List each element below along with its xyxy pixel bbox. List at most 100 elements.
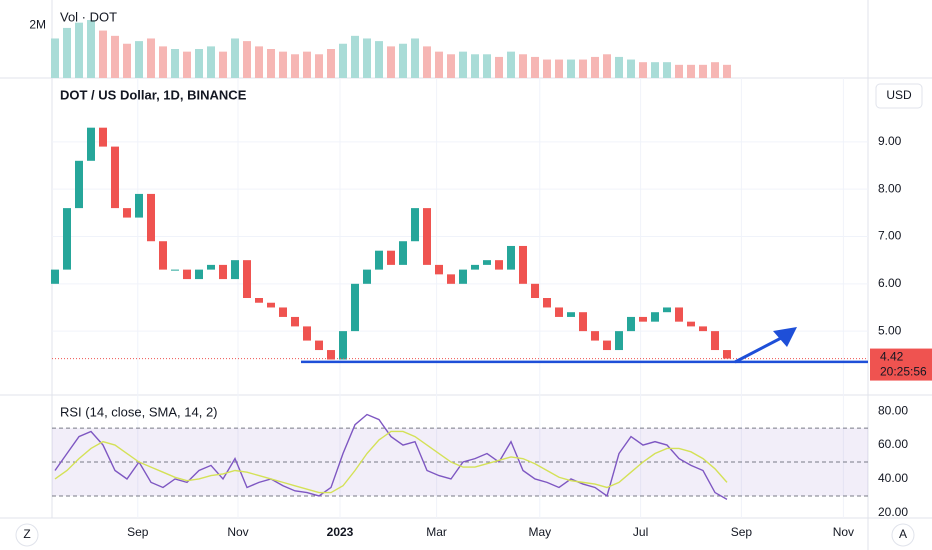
- y-tick-label: 2M: [29, 17, 46, 31]
- y-tick-label: 7.00: [878, 229, 902, 243]
- candle: [255, 298, 263, 303]
- volume-bar: [423, 46, 431, 78]
- volume-bar: [207, 46, 215, 78]
- candle: [615, 331, 623, 351]
- candle: [99, 127, 107, 147]
- candle: [279, 307, 287, 317]
- rsi-title: RSI (14, close, SMA, 14, 2): [60, 404, 218, 419]
- countdown: 20:25:56: [880, 365, 927, 379]
- volume-bar: [123, 43, 131, 78]
- rsi-line: [54, 413, 728, 500]
- candle: [495, 260, 503, 270]
- candle: [687, 321, 695, 327]
- candle: [531, 283, 539, 299]
- candle: [471, 264, 479, 270]
- volume-bar: [555, 59, 563, 78]
- volume-bar: [723, 64, 731, 78]
- toolbar-left[interactable]: Z: [23, 527, 30, 541]
- volume-bar: [675, 64, 683, 78]
- candle: [555, 307, 563, 317]
- volume-bar: [459, 51, 467, 78]
- candle: [111, 146, 119, 209]
- price-title: DOT / US Dollar, 1D, BINANCE: [60, 87, 247, 102]
- candle: [171, 269, 179, 271]
- candle: [195, 269, 203, 280]
- candle: [147, 193, 155, 242]
- candle: [447, 274, 455, 284]
- candle: [303, 326, 311, 341]
- timezone-button[interactable]: [15, 523, 39, 547]
- volume-bar: [447, 54, 455, 78]
- volume-bar: [351, 35, 359, 78]
- volume-bar: [279, 51, 287, 78]
- candle: [591, 331, 599, 341]
- candle: [603, 340, 611, 351]
- volume-bar: [579, 59, 587, 78]
- y-tick-label: 60.00: [878, 437, 908, 451]
- candle: [315, 340, 323, 351]
- candle: [63, 208, 71, 270]
- volume-bar: [687, 64, 695, 78]
- y-tick-label: 8.00: [878, 181, 902, 195]
- volume-bar: [471, 54, 479, 78]
- candle: [567, 312, 575, 317]
- volume-bar: [651, 62, 659, 78]
- candle: [351, 283, 359, 332]
- volume-bar: [327, 49, 335, 78]
- candle: [723, 350, 731, 359]
- volume-bar: [147, 38, 155, 78]
- volume-bar: [519, 54, 527, 78]
- volume-bar: [267, 49, 275, 78]
- candle: [219, 264, 227, 280]
- volume-bar: [615, 56, 623, 78]
- candle: [375, 250, 383, 270]
- candle: [663, 307, 671, 313]
- candle: [207, 264, 215, 270]
- y-tick-label: 6.00: [878, 276, 902, 290]
- candle: [159, 241, 167, 270]
- volume-bar: [387, 46, 395, 78]
- x-tick-label: May: [528, 525, 551, 539]
- volume-bar: [99, 30, 107, 79]
- candle: [543, 298, 551, 308]
- x-tick-label: 2023: [327, 525, 354, 539]
- volume-bar: [531, 56, 539, 78]
- x-tick-label: Sep: [731, 525, 753, 539]
- candle: [243, 260, 251, 299]
- candle: [519, 245, 527, 284]
- autoscale-button[interactable]: [891, 523, 915, 547]
- candle: [483, 260, 491, 265]
- volume-bar: [171, 49, 179, 78]
- candle: [399, 241, 407, 265]
- x-tick-label: Mar: [426, 525, 447, 539]
- candle: [387, 250, 395, 265]
- volume-bar: [303, 51, 311, 78]
- volume-bar: [315, 54, 323, 78]
- candle: [267, 302, 275, 308]
- volume-bar: [183, 51, 191, 78]
- candle: [639, 316, 647, 322]
- volume-bar: [699, 64, 707, 78]
- y-tick-label: 9.00: [878, 134, 902, 148]
- toolbar-right[interactable]: A: [899, 527, 907, 541]
- x-tick-label: Jul: [633, 525, 648, 539]
- candle: [339, 331, 347, 360]
- y-tick-label: 5.00: [878, 323, 902, 337]
- candle: [411, 208, 419, 242]
- volume-bar: [711, 62, 719, 78]
- volume-bar: [339, 43, 347, 78]
- arrow-head: [773, 327, 797, 347]
- y-tick-label: 80.00: [878, 403, 908, 417]
- volume-bar: [435, 51, 443, 78]
- volume-title: Vol · DOT: [60, 9, 117, 24]
- currency[interactable]: USD: [886, 88, 912, 102]
- volume-bar: [75, 22, 83, 78]
- volume-bar: [231, 38, 239, 78]
- y-tick-label: 40.00: [878, 471, 908, 485]
- currency-button[interactable]: [875, 83, 923, 109]
- candle: [363, 269, 371, 284]
- candle: [123, 208, 131, 218]
- volume-bar: [399, 43, 407, 78]
- volume-bar: [591, 56, 599, 78]
- volume-bar: [111, 35, 119, 78]
